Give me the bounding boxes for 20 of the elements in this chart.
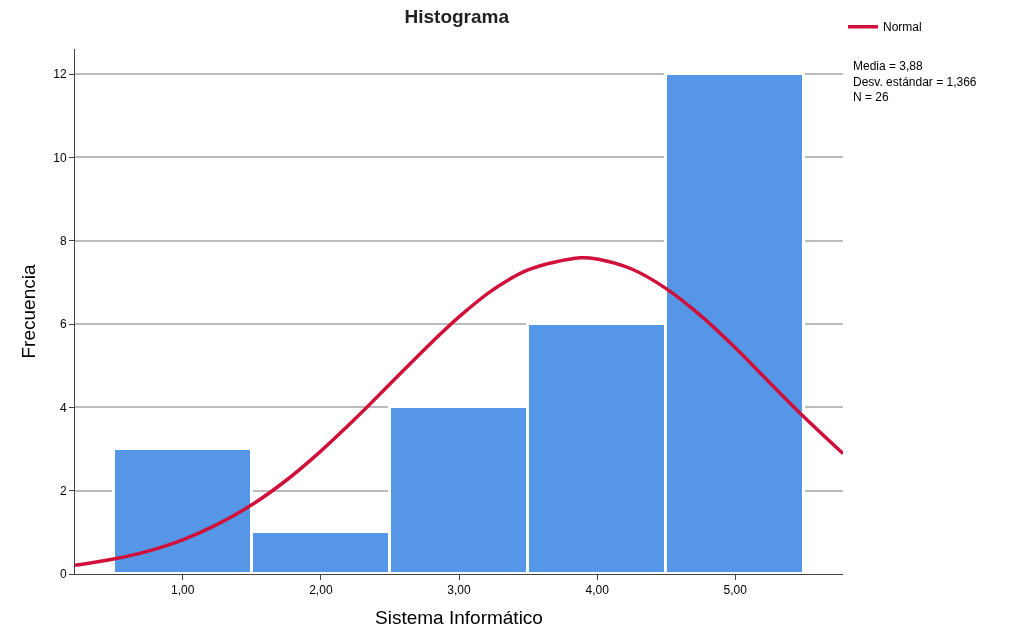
- x-tick-label: 3,00: [447, 583, 471, 598]
- y-tick-label: 8: [59, 233, 67, 248]
- text: Desv. estándar = 1,366: [853, 74, 977, 89]
- y-axis-title: Frecuencia: [18, 264, 40, 359]
- x-tick-label: 2,00: [309, 583, 333, 598]
- x-tick-label: 4,00: [585, 583, 610, 598]
- y-tick-label: 4: [59, 400, 67, 415]
- x-tick-label: 5,00: [723, 583, 748, 598]
- y-tick-label: 6: [59, 317, 67, 332]
- y-tick-label: 0: [59, 567, 67, 582]
- text: Media = 3,88: [853, 59, 924, 73]
- line-series: [75, 255, 843, 567]
- y-tick-label: 12: [53, 67, 67, 82]
- text: N = 26: [853, 90, 890, 105]
- x-tick-label: 1,00: [171, 583, 195, 598]
- y-tick-label: 2: [59, 483, 67, 498]
- y-tick-label: 10: [53, 150, 67, 165]
- x-axis-title: Sistema Informático: [375, 607, 543, 629]
- chart-title: Histograma: [404, 5, 510, 27]
- legend-label: Normal: [883, 20, 922, 35]
